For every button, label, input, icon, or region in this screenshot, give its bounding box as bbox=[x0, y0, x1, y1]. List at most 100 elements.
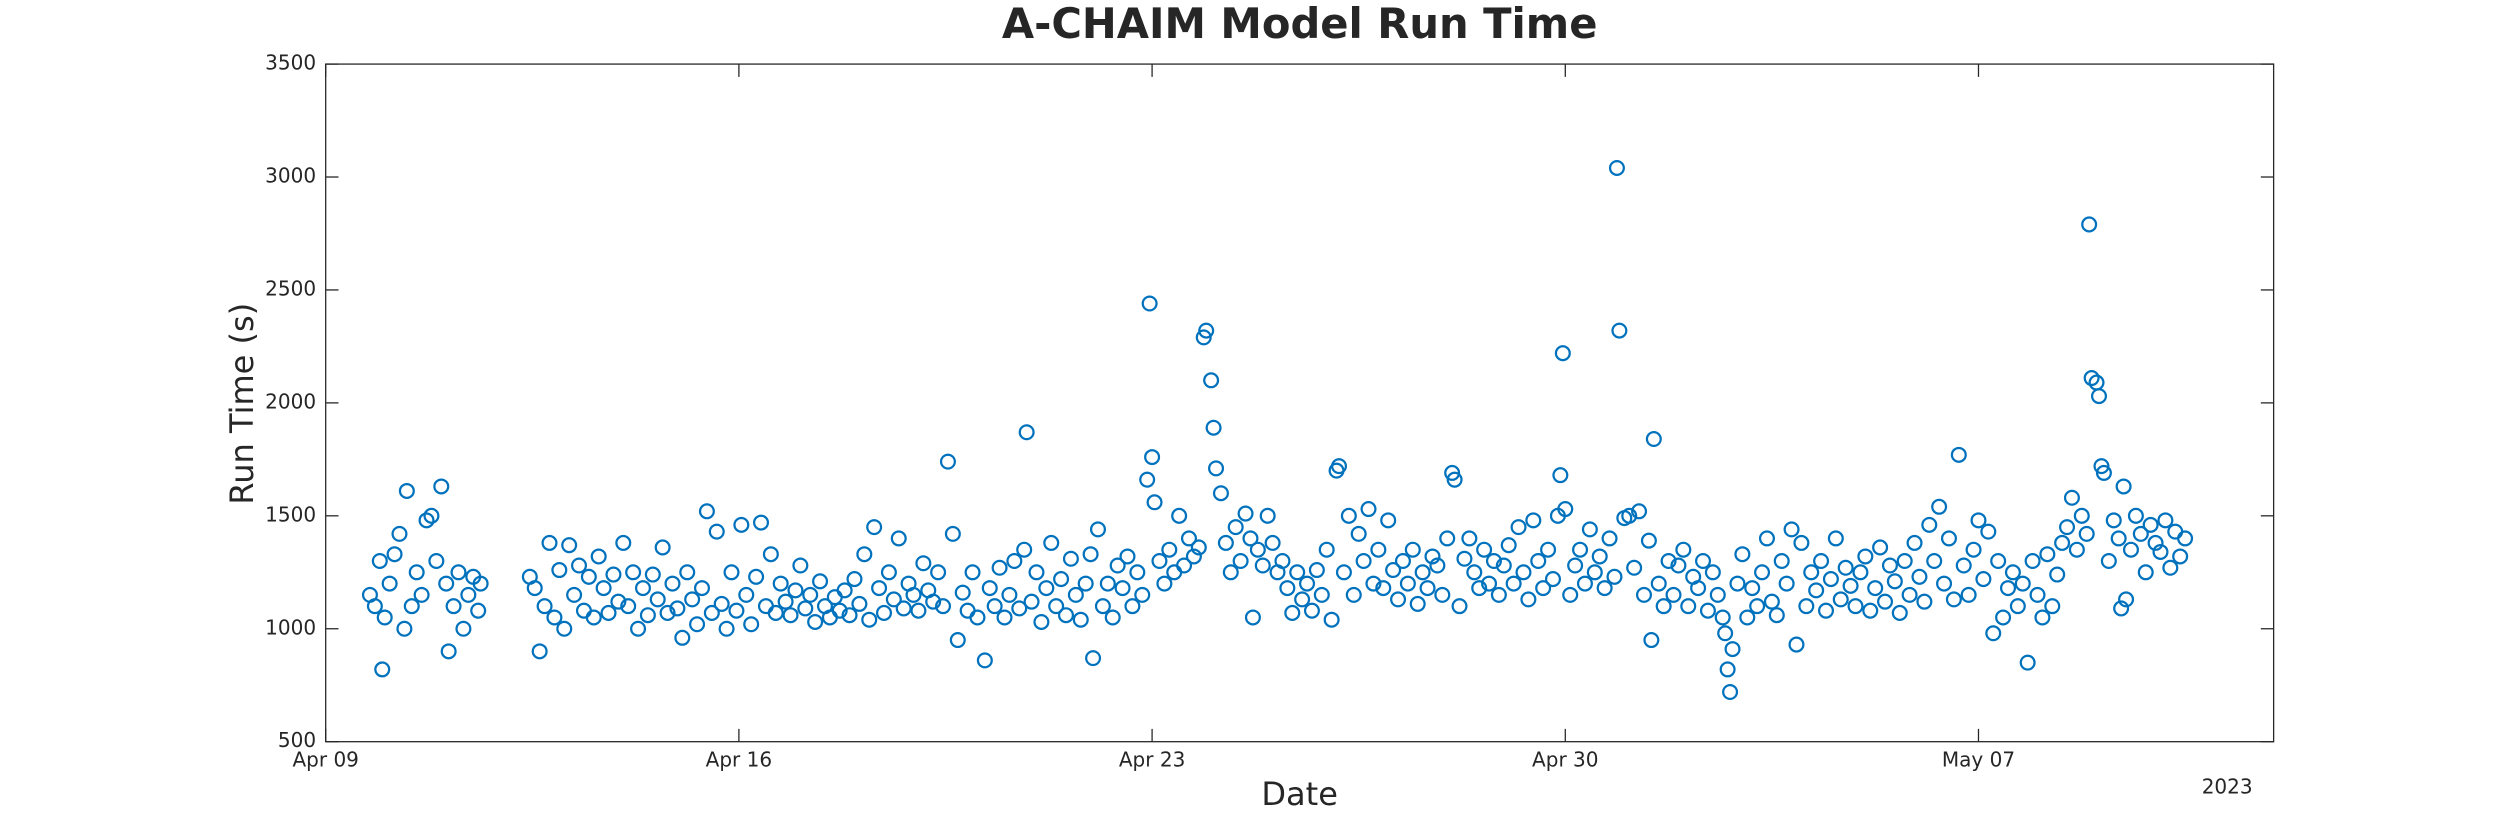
data-point bbox=[423, 507, 440, 524]
data-point bbox=[1139, 471, 1156, 488]
data-point bbox=[969, 609, 986, 626]
x-axis-label: Date bbox=[1261, 775, 1338, 813]
data-point bbox=[1645, 431, 1662, 448]
data-point bbox=[976, 652, 993, 669]
data-point bbox=[396, 620, 413, 637]
data-point bbox=[630, 620, 647, 637]
data-point bbox=[1768, 607, 1785, 624]
data-point bbox=[1323, 611, 1340, 628]
data-point bbox=[1067, 586, 1084, 603]
data-point bbox=[1057, 607, 1075, 624]
data-point bbox=[1350, 525, 1367, 542]
data-point bbox=[1385, 562, 1402, 579]
data-point bbox=[1313, 586, 1330, 603]
data-point bbox=[1023, 593, 1040, 610]
data-point bbox=[649, 591, 666, 608]
data-point bbox=[1773, 552, 1790, 570]
data-point bbox=[551, 562, 568, 579]
data-point bbox=[2014, 575, 2031, 592]
data-point bbox=[1365, 575, 1382, 592]
data-point bbox=[1540, 541, 1557, 558]
data-point bbox=[634, 580, 651, 597]
data-point bbox=[1490, 586, 1507, 603]
data-point bbox=[812, 573, 829, 590]
data-point bbox=[654, 539, 671, 556]
data-point bbox=[2078, 525, 2095, 542]
y-tick-label: 1500 bbox=[265, 502, 316, 526]
data-point bbox=[1294, 591, 1311, 608]
data-point bbox=[1099, 575, 1116, 592]
data-point bbox=[1643, 632, 1660, 649]
data-point bbox=[1980, 523, 1997, 540]
data-point bbox=[1626, 559, 1643, 576]
data-point bbox=[1793, 534, 1810, 551]
data-point bbox=[733, 516, 750, 533]
data-point bbox=[595, 580, 612, 597]
data-point bbox=[1360, 501, 1377, 518]
data-point bbox=[1640, 532, 1657, 549]
data-point bbox=[1232, 552, 1249, 570]
data-point bbox=[846, 571, 863, 588]
data-point bbox=[1434, 586, 1451, 603]
data-point bbox=[753, 514, 770, 531]
data-point bbox=[1852, 564, 1869, 581]
y-tick-label: 500 bbox=[278, 728, 316, 752]
data-point bbox=[871, 580, 888, 597]
data-point bbox=[1161, 541, 1178, 558]
data-point bbox=[1881, 557, 1898, 574]
data-point bbox=[531, 643, 548, 660]
data-point bbox=[2063, 489, 2080, 506]
data-point bbox=[1675, 541, 1692, 558]
data-point bbox=[1552, 467, 1569, 484]
data-point bbox=[1119, 548, 1136, 565]
data-point bbox=[1244, 609, 1261, 626]
data-point bbox=[767, 604, 784, 621]
data-point bbox=[376, 609, 393, 626]
data-point bbox=[1390, 591, 1407, 608]
data-point bbox=[1783, 521, 1800, 538]
data-point bbox=[460, 586, 477, 603]
data-point bbox=[1227, 519, 1244, 536]
data-point bbox=[1650, 575, 1667, 592]
data-point bbox=[610, 593, 627, 610]
data-point bbox=[440, 643, 457, 660]
data-point bbox=[1370, 541, 1387, 558]
data-point bbox=[1001, 586, 1018, 603]
data-point bbox=[470, 602, 487, 619]
data-point bbox=[438, 575, 455, 592]
data-point bbox=[2137, 564, 2154, 581]
data-point bbox=[1212, 485, 1229, 502]
data-point bbox=[1399, 575, 1416, 592]
data-point bbox=[2152, 543, 2169, 560]
data-point bbox=[1581, 521, 1598, 538]
data-point bbox=[445, 598, 462, 615]
data-point bbox=[949, 632, 966, 649]
data-point bbox=[1557, 501, 1574, 518]
data-point bbox=[1965, 541, 1982, 558]
data-point bbox=[1190, 539, 1207, 556]
data-point bbox=[386, 546, 403, 563]
data-point bbox=[2162, 559, 2179, 576]
y-tick-label: 2000 bbox=[265, 389, 316, 413]
data-point bbox=[1500, 537, 1517, 554]
data-point bbox=[1355, 552, 1372, 570]
data-point bbox=[1680, 598, 1697, 615]
data-point bbox=[787, 582, 804, 599]
data-point bbox=[782, 607, 799, 624]
data-point bbox=[1444, 464, 1461, 481]
data-point bbox=[1670, 557, 1687, 574]
data-point bbox=[2118, 591, 2135, 608]
data-point bbox=[2113, 600, 2130, 617]
data-point bbox=[2110, 530, 2127, 547]
data-point bbox=[1995, 609, 2012, 626]
data-point bbox=[1945, 591, 1962, 608]
data-point bbox=[381, 575, 398, 592]
data-point bbox=[1778, 575, 1795, 592]
data-point bbox=[2090, 388, 2108, 405]
data-point bbox=[1857, 548, 1874, 565]
data-point bbox=[418, 512, 435, 529]
data-point bbox=[1404, 541, 1421, 558]
data-point bbox=[1699, 602, 1716, 619]
data-point bbox=[905, 586, 922, 603]
data-point bbox=[954, 584, 971, 601]
